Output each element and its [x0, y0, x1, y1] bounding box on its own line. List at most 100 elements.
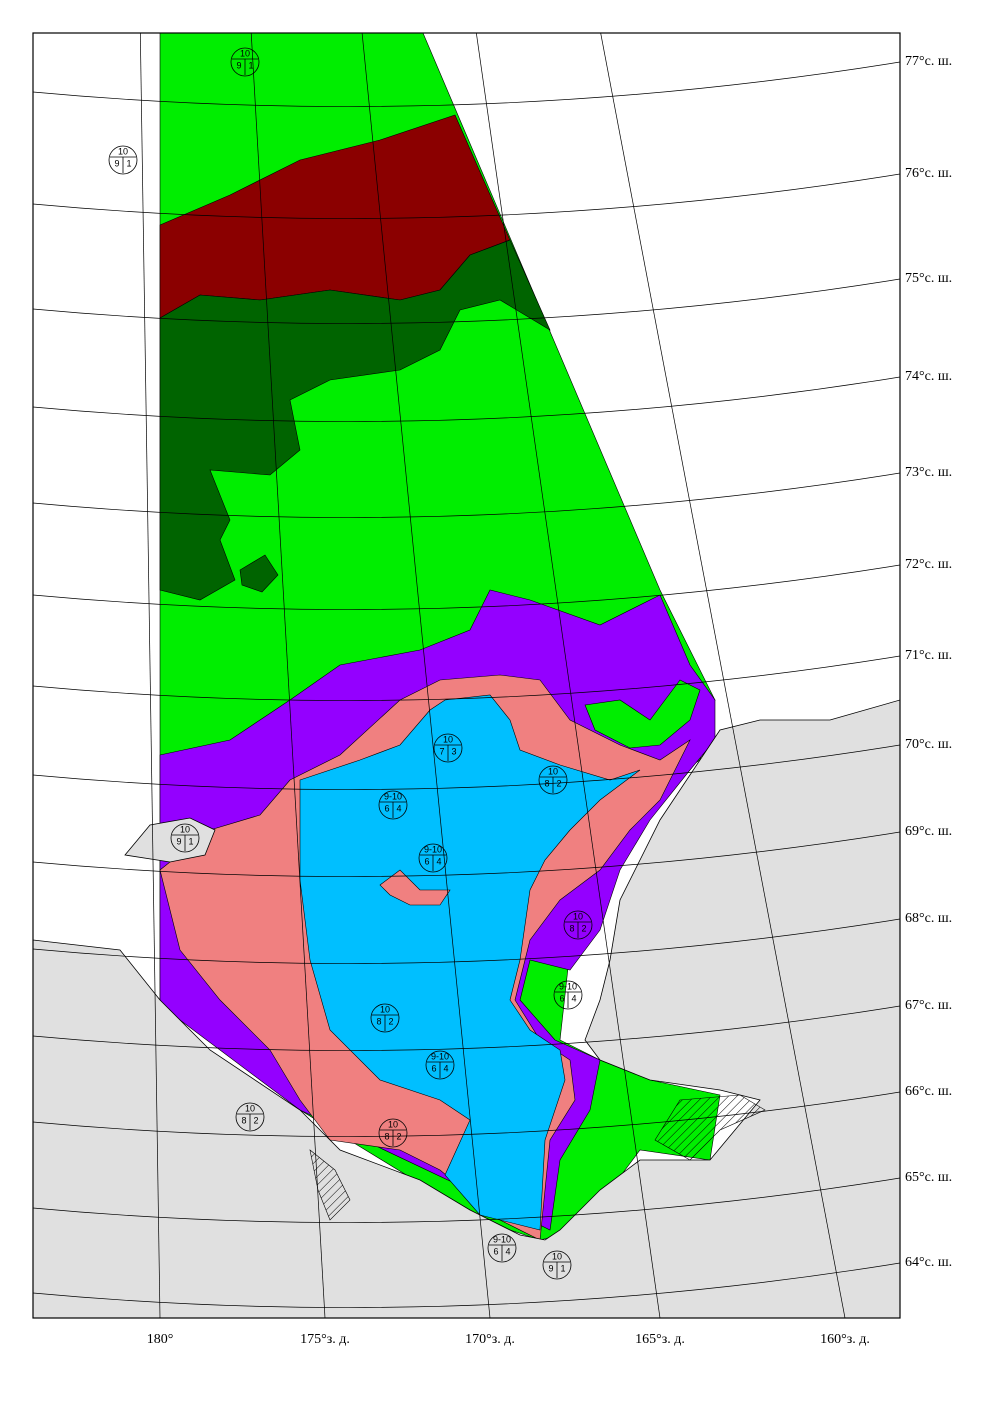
latitude-line — [33, 1262, 900, 1308]
egg-total: 9-10 — [493, 1234, 511, 1244]
egg-partial: 4 — [396, 803, 401, 813]
map-frame — [32, 32, 901, 1319]
egg-total: 10 — [180, 824, 190, 834]
latitude-label: 68°с. ш. — [905, 911, 952, 926]
longitude-label: 180° — [147, 1332, 174, 1347]
egg-partial: 9 — [176, 836, 181, 846]
latitude-label: 76°с. ш. — [905, 166, 952, 181]
egg-outline — [108, 145, 138, 175]
egg-partial: 6 — [559, 993, 564, 1003]
egg-total: 9-10 — [431, 1051, 449, 1061]
egg-code: 9-10 6 4 — [487, 1233, 517, 1263]
egg-partial: 6 — [384, 803, 389, 813]
egg-partial: 2 — [556, 778, 561, 788]
egg-code: 10 9 1 — [108, 145, 138, 175]
latitude-label: 65°с. ш. — [905, 1170, 952, 1185]
egg-code: 10 9 1 — [230, 47, 260, 77]
latitude-label: 72°с. ш. — [905, 557, 952, 572]
egg-partial: 7 — [439, 746, 444, 756]
egg-partial: 2 — [253, 1115, 258, 1125]
egg-partial: 1 — [126, 158, 131, 168]
egg-partial: 6 — [431, 1063, 436, 1073]
latitude-label: 74°с. ш. — [905, 369, 952, 384]
egg-total: 10 — [443, 734, 453, 744]
egg-partial: 9 — [548, 1263, 553, 1273]
meridian-line — [600, 33, 846, 1318]
egg-outline — [538, 765, 568, 795]
egg-partial: 9 — [236, 60, 241, 70]
latitude-line — [33, 831, 900, 877]
egg-code: 10 7 3 — [433, 733, 463, 763]
latitude-line — [33, 655, 900, 701]
egg-outline — [170, 823, 200, 853]
latitude-label: 77°с. ш. — [905, 54, 952, 69]
egg-partial: 1 — [188, 836, 193, 846]
latitude-label: 66°с. ш. — [905, 1084, 952, 1099]
latitude-line — [33, 173, 900, 219]
egg-partial: 1 — [248, 60, 253, 70]
egg-partial: 1 — [560, 1263, 565, 1273]
egg-outline — [230, 47, 260, 77]
egg-partial: 9 — [114, 158, 119, 168]
latitude-label: 75°с. ш. — [905, 271, 952, 286]
meridian-line — [475, 33, 661, 1318]
latitude-line — [33, 1005, 900, 1051]
egg-partial: 6 — [424, 856, 429, 866]
egg-code: 9-10 6 4 — [553, 980, 583, 1010]
meridian-line — [361, 33, 491, 1318]
egg-partial: 8 — [376, 1016, 381, 1026]
egg-partial: 3 — [451, 746, 456, 756]
latitude-line — [33, 61, 900, 107]
latitude-label: 69°с. ш. — [905, 824, 952, 839]
egg-partial: 4 — [443, 1063, 448, 1073]
ice-zone-blue — [299, 694, 641, 1231]
egg-partial: 2 — [388, 1016, 393, 1026]
egg-code: 10 8 2 — [235, 1102, 265, 1132]
egg-total: 9-10 — [559, 981, 577, 991]
egg-outline — [553, 980, 583, 1010]
egg-total: 10 — [573, 911, 583, 921]
land — [33, 699, 900, 1318]
egg-total: 9-10 — [384, 791, 402, 801]
meridian-line — [250, 33, 326, 1318]
egg-partial: 4 — [505, 1246, 510, 1256]
egg-total: 10 — [388, 1119, 398, 1129]
latitude-label: 67°с. ш. — [905, 998, 952, 1013]
egg-partial: 8 — [569, 923, 574, 933]
egg-partial: 8 — [544, 778, 549, 788]
egg-outline — [378, 1118, 408, 1148]
latitude-line — [33, 376, 900, 422]
egg-total: 10 — [245, 1103, 255, 1113]
egg-total: 10 — [548, 766, 558, 776]
egg-code: 10 8 2 — [370, 1003, 400, 1033]
latitude-label: 64°с. ш. — [905, 1255, 952, 1270]
egg-outline — [378, 790, 408, 820]
egg-code: 9-10 6 4 — [425, 1050, 455, 1080]
longitude-label: 165°з. д. — [635, 1332, 685, 1347]
latitude-label: 73°с. ш. — [905, 465, 952, 480]
latitude-line — [33, 918, 900, 964]
egg-partial: 4 — [436, 856, 441, 866]
egg-code: 10 8 2 — [563, 910, 593, 940]
egg-code: 9-10 6 4 — [418, 843, 448, 873]
egg-outline — [370, 1003, 400, 1033]
longitude-label: 160°з. д. — [820, 1332, 870, 1347]
egg-total: 10 — [552, 1251, 562, 1261]
egg-outline — [487, 1233, 517, 1263]
meridian-line — [139, 33, 161, 1318]
egg-outline — [433, 733, 463, 763]
egg-code: 10 8 2 — [378, 1118, 408, 1148]
egg-total: 10 — [380, 1004, 390, 1014]
longitude-label: 170°з. д. — [465, 1332, 515, 1347]
latitude-line — [33, 744, 900, 790]
latitude-label: 71°с. ш. — [905, 648, 952, 663]
coordinate-labels: 77°с. ш. 76°с. ш. 75°с. ш. 74°с. ш. 73°с. ш.… — [147, 54, 952, 1347]
egg-outline — [542, 1250, 572, 1280]
graticule — [33, 33, 900, 1318]
egg-code: 10 8 2 — [538, 765, 568, 795]
egg-total: 10 — [118, 146, 128, 156]
latitude-line — [33, 472, 900, 518]
egg-total: 9-10 — [424, 844, 442, 854]
